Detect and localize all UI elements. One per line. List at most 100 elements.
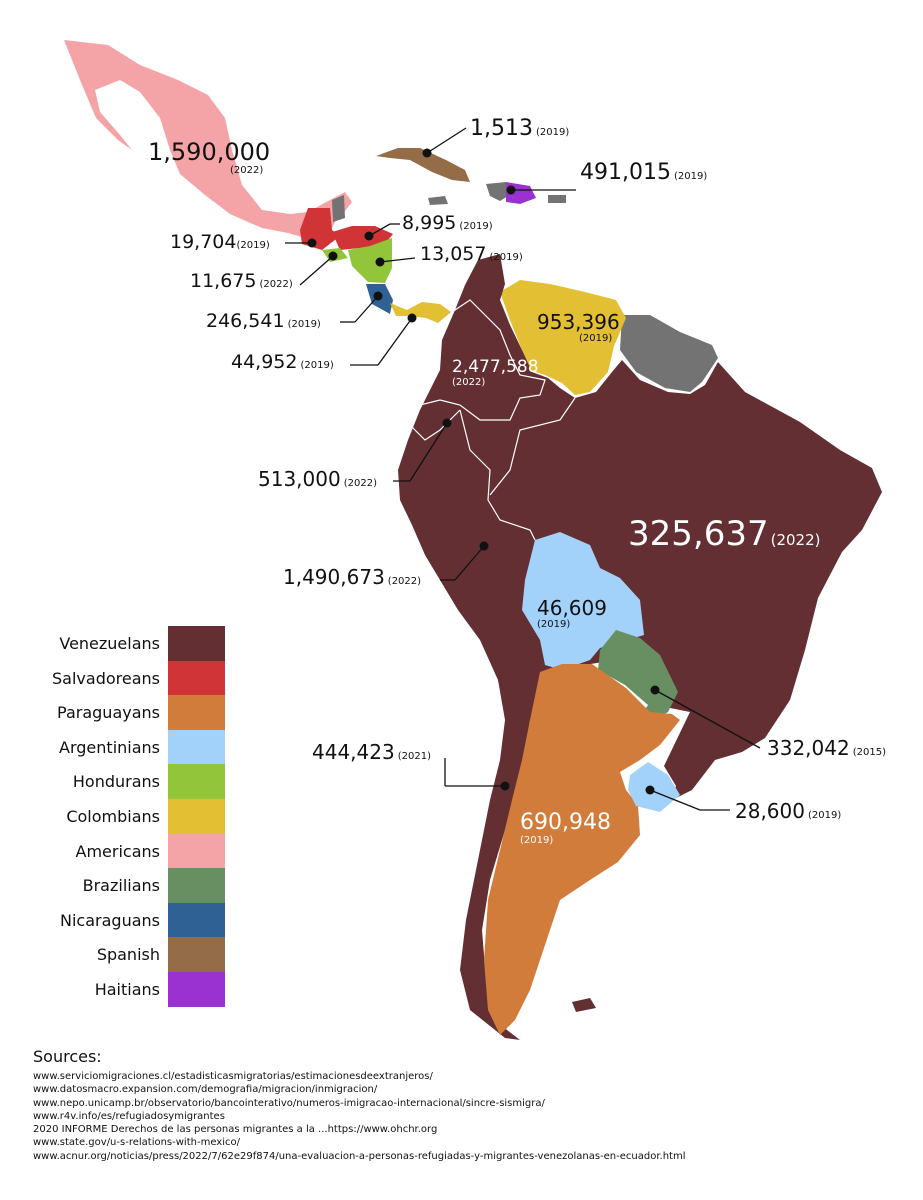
label-costa-rica-number: 246,541 xyxy=(206,310,285,332)
legend-item-label: Brazilians xyxy=(82,876,160,896)
label-costa-rica: 246,541 (2019) xyxy=(206,312,321,331)
label-bolivia-year: (2019) xyxy=(537,619,571,630)
legend-color-swatch xyxy=(168,971,225,1007)
region-falklands xyxy=(572,998,596,1012)
label-mexico: 1,590,000 (2022) xyxy=(148,140,270,176)
label-colombia-year: (2022) xyxy=(452,377,486,388)
legend-item: Venezuelans xyxy=(40,626,230,661)
label-nicaragua-year: (2019) xyxy=(489,252,523,263)
label-uruguay-number: 28,600 xyxy=(735,799,805,823)
legend-item-label: Nicaraguans xyxy=(60,910,160,930)
region-belize xyxy=(332,195,345,222)
label-uruguay: 28,600 (2019) xyxy=(735,801,841,821)
label-el-salvador: 11,675 (2022) xyxy=(190,272,293,291)
label-brazil-number: 325,637 xyxy=(628,514,769,554)
legend-item: Colombians xyxy=(40,798,230,834)
label-peru: 1,490,673 (2022) xyxy=(283,567,421,587)
label-panama-year: (2019) xyxy=(300,360,334,371)
source-line: www.serviciomigraciones.cl/estadisticasm… xyxy=(33,1071,433,1082)
label-belize-honduras-year: (2019) xyxy=(459,221,493,232)
legend-item: Americans xyxy=(40,833,230,869)
label-paraguay-year: (2015) xyxy=(852,747,886,758)
label-mexico-year: (2022) xyxy=(230,165,264,176)
label-cuba-year: (2019) xyxy=(535,127,570,138)
label-argentina-number: 690,948 xyxy=(520,810,611,835)
region-haiti xyxy=(486,182,508,201)
legend-color-swatch xyxy=(168,729,225,765)
legend-item: Brazilians xyxy=(40,868,230,903)
label-chile-year: (2021) xyxy=(397,751,431,762)
label-el-salvador-year: (2022) xyxy=(259,279,293,290)
region-paraguay xyxy=(598,630,678,725)
region-argentina xyxy=(484,664,680,1035)
legend-item: Paraguayans xyxy=(40,695,230,730)
label-belize-honduras-number: 8,995 xyxy=(402,212,457,234)
legend-item-label: Salvadoreans xyxy=(52,668,160,688)
region-panama xyxy=(390,302,451,323)
label-el-salvador-number: 11,675 xyxy=(190,270,257,292)
label-colombia: 2,477,588 (2022) xyxy=(452,359,539,388)
legend-color-swatch xyxy=(168,764,225,799)
legend-item-label: Venezuelans xyxy=(59,634,160,653)
legend-item: Hondurans xyxy=(40,764,230,799)
label-argentina-year: (2019) xyxy=(520,835,554,846)
region-uruguay xyxy=(628,762,680,812)
label-paraguay: 332,042 (2015) xyxy=(767,738,886,758)
legend-color-swatch xyxy=(168,833,225,869)
label-dominican-republic: 491,015 (2019) xyxy=(580,162,707,184)
label-belize-honduras: 8,995 (2019) xyxy=(402,214,493,233)
legend-item-label: Argentinians xyxy=(59,737,160,757)
sources-title: Sources: xyxy=(33,1047,102,1066)
label-uruguay-year: (2019) xyxy=(807,810,842,821)
label-guatemala-year: (2019) xyxy=(236,240,270,251)
label-venezuela: 953,396 (2019) xyxy=(537,312,620,344)
region-mexico xyxy=(64,40,352,238)
region-venezuela xyxy=(500,280,626,395)
source-line: www.datosmacro.expansion.com/demografia/… xyxy=(33,1084,378,1096)
label-peru-number: 1,490,673 xyxy=(283,565,385,589)
legend-color-swatch xyxy=(168,937,225,972)
legend-item: Salvadoreans xyxy=(40,660,230,696)
legend-item-label: Americans xyxy=(75,841,160,861)
legend-item-label: Colombians xyxy=(66,806,160,826)
legend-color-swatch xyxy=(168,798,225,834)
label-dominican-republic-number: 491,015 xyxy=(580,160,671,185)
label-bolivia: 46,609 (2019) xyxy=(537,598,607,630)
legend-item-label: Paraguayans xyxy=(57,703,160,723)
region-jamaica xyxy=(428,196,448,205)
label-panama-number: 44,952 xyxy=(231,351,298,373)
leader-dots xyxy=(307,148,660,795)
country-borders xyxy=(409,299,576,541)
source-line: www.nepo.unicamp.br/observatorio/bancoin… xyxy=(33,1097,545,1109)
sources: Sources: www.serviciomigraciones.cl/esta… xyxy=(33,1047,893,1163)
legend-item: Argentinians xyxy=(40,729,230,765)
label-brazil: 325,637 (2022) xyxy=(628,517,821,551)
label-guatemala-number: 19,704 xyxy=(170,231,237,253)
label-dominican-republic-year: (2019) xyxy=(673,171,708,182)
legend-item-label: Hondurans xyxy=(72,772,160,792)
legend-item: Nicaraguans xyxy=(40,902,230,938)
region-puerto-rico xyxy=(548,195,566,203)
label-paraguay-number: 332,042 xyxy=(767,736,850,760)
label-colombia-number: 2,477,588 xyxy=(452,357,539,377)
label-brazil-year: (2022) xyxy=(770,531,821,549)
label-ecuador: 513,000 (2022) xyxy=(258,469,377,489)
label-cuba: 1,513 (2019) xyxy=(470,118,569,140)
label-bolivia-number: 46,609 xyxy=(537,596,607,620)
label-venezuela-number: 953,396 xyxy=(537,310,620,334)
legend-color-swatch xyxy=(168,695,225,730)
label-guatemala: 19,704(2019) xyxy=(170,233,270,252)
label-cuba-number: 1,513 xyxy=(470,116,533,141)
label-costa-rica-year: (2019) xyxy=(287,319,321,330)
label-chile: 444,423 (2021) xyxy=(312,742,431,762)
label-chile-number: 444,423 xyxy=(312,740,395,764)
region-cuba xyxy=(376,148,470,182)
region-guianas xyxy=(620,315,718,392)
label-argentina: 690,948 (2019) xyxy=(520,812,611,846)
legend-item: Spanish xyxy=(40,937,230,972)
legend-color-swatch xyxy=(168,660,225,696)
source-line: www.state.gov/u-s-relations-with-mexico/ xyxy=(33,1137,240,1149)
legend-item: Haitians xyxy=(40,971,230,1007)
label-mexico-number: 1,590,000 xyxy=(148,138,271,166)
